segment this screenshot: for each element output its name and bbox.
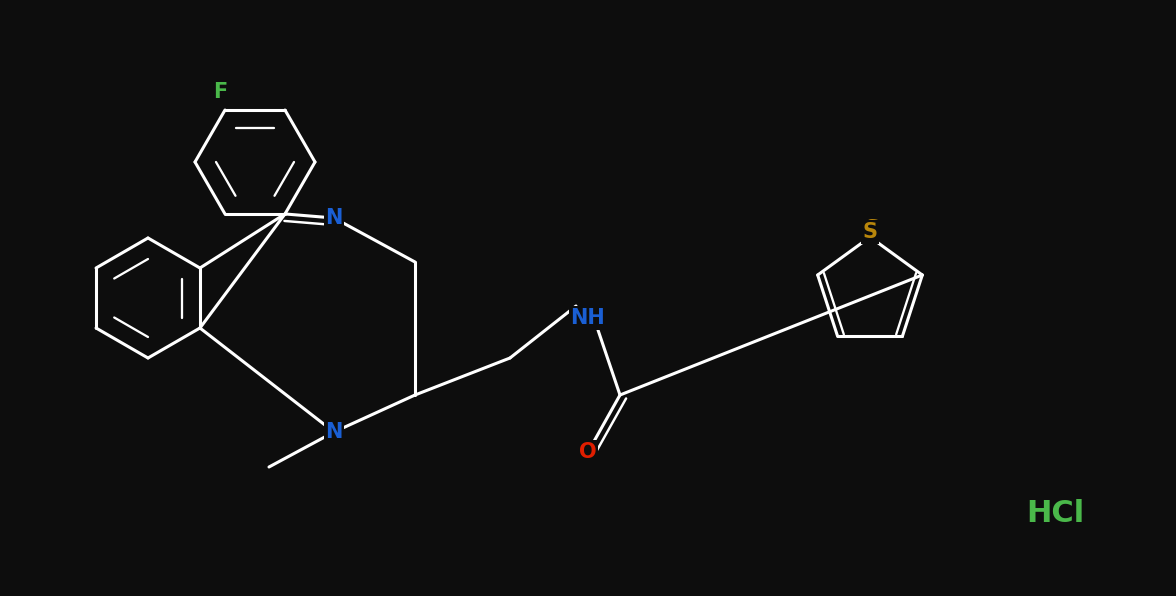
Text: S: S	[862, 222, 877, 242]
Text: N: N	[326, 422, 342, 442]
Text: NH: NH	[570, 308, 606, 328]
Text: O: O	[580, 442, 596, 462]
Text: S: S	[864, 219, 880, 239]
Text: HCl: HCl	[1025, 499, 1084, 529]
Text: F: F	[213, 82, 227, 102]
Text: N: N	[326, 208, 342, 228]
